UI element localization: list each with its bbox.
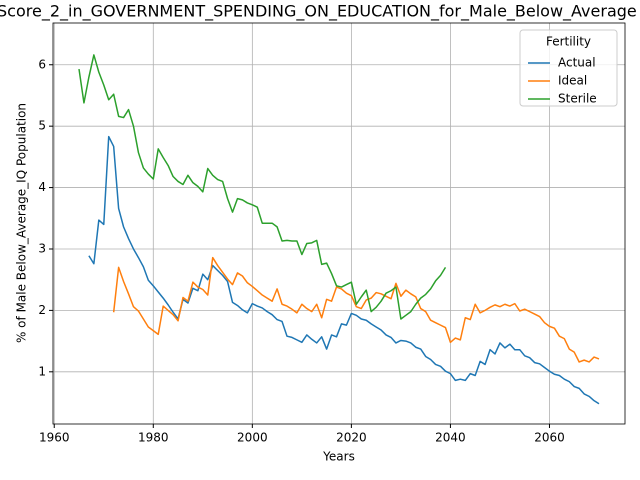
legend-label: Ideal xyxy=(558,74,587,88)
plot-frame xyxy=(52,22,626,425)
legend-label: Actual xyxy=(558,56,596,70)
x-tick-label: 1980 xyxy=(138,431,169,445)
x-tick-label: 2060 xyxy=(534,431,565,445)
y-tick-label: 4 xyxy=(38,180,46,194)
x-tick-label: 2020 xyxy=(336,431,367,445)
line-series xyxy=(88,135,600,405)
legend-title: Fertility xyxy=(546,35,591,49)
y-tick-label: 5 xyxy=(38,119,46,133)
y-tick-label: 3 xyxy=(38,241,46,255)
y-tick-label: 1 xyxy=(38,364,46,378)
legend-label: Sterile xyxy=(558,92,597,106)
x-tick-label: 2000 xyxy=(237,431,268,445)
y-tick-label: 6 xyxy=(38,57,46,71)
chart-title: Score_2_in_GOVERNMENT_SPENDING_ON_EDUCAT… xyxy=(0,2,637,22)
line-series xyxy=(112,256,600,363)
y-axis-label: % of Male Below_Average_IQ Population xyxy=(15,103,29,343)
x-axis-label: Years xyxy=(322,450,355,464)
x-tick-label: 2040 xyxy=(435,431,466,445)
y-tick-label: 2 xyxy=(38,303,46,317)
x-tick-label: 1960 xyxy=(39,431,70,445)
legend-box xyxy=(519,29,618,107)
line-series xyxy=(78,54,447,320)
